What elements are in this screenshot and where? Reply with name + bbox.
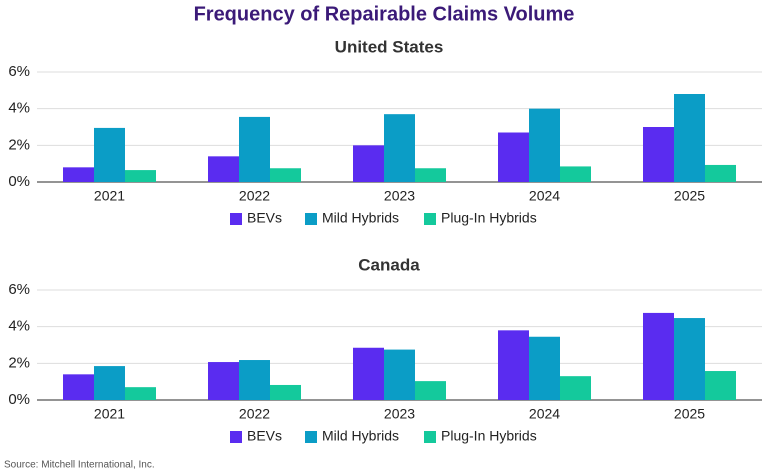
legend-swatch xyxy=(424,213,436,225)
legend-label: BEVs xyxy=(247,428,282,444)
bar xyxy=(415,168,446,182)
bar xyxy=(239,360,270,400)
legend-label: Plug-In Hybrids xyxy=(441,210,537,226)
legend-swatch xyxy=(305,213,317,225)
bar xyxy=(353,145,384,182)
x-tick-label: 2021 xyxy=(94,406,125,422)
bar xyxy=(529,108,560,182)
y-tick-label: 6% xyxy=(8,63,30,80)
legend-label: BEVs xyxy=(247,210,282,226)
x-tick-label: 2025 xyxy=(674,406,705,422)
bar xyxy=(384,349,415,400)
x-tick-label: 2025 xyxy=(674,188,705,204)
bar xyxy=(63,374,94,400)
bar xyxy=(63,167,94,182)
x-tick-label: 2024 xyxy=(529,188,560,204)
bar xyxy=(643,127,674,182)
bar xyxy=(498,330,529,400)
bar xyxy=(353,347,384,400)
legend-swatch xyxy=(424,431,436,443)
bar xyxy=(384,114,415,182)
bar xyxy=(125,387,156,400)
bar xyxy=(270,168,301,182)
y-tick-label: 2% xyxy=(8,136,30,153)
bar xyxy=(498,132,529,182)
x-tick-label: 2023 xyxy=(384,406,415,422)
chart-subtitle: United States xyxy=(335,37,444,56)
chart-title: Frequency of Repairable Claims Volume xyxy=(194,3,575,25)
bar xyxy=(125,170,156,182)
legend-label: Plug-In Hybrids xyxy=(441,428,537,444)
bar xyxy=(674,318,705,400)
y-tick-label: 2% xyxy=(8,354,30,371)
x-tick-label: 2022 xyxy=(239,406,270,422)
legend-swatch xyxy=(305,431,317,443)
bar xyxy=(643,312,674,400)
legend-swatch xyxy=(230,213,242,225)
bar xyxy=(94,127,125,182)
legend-swatch xyxy=(230,431,242,443)
x-tick-label: 2022 xyxy=(239,188,270,204)
source: Source: Mitchell International, Inc. xyxy=(4,460,155,471)
bar xyxy=(560,166,591,182)
bar xyxy=(270,384,301,400)
bar xyxy=(239,116,270,182)
bar xyxy=(415,381,446,400)
x-tick-label: 2023 xyxy=(384,188,415,204)
bar xyxy=(208,362,239,400)
y-tick-label: 4% xyxy=(8,100,30,117)
bar xyxy=(208,156,239,182)
bar xyxy=(705,164,736,182)
bar xyxy=(94,366,125,400)
y-tick-label: 0% xyxy=(8,173,30,190)
legend-label: Mild Hybrids xyxy=(322,210,399,226)
bar xyxy=(529,336,560,400)
y-tick-label: 4% xyxy=(8,318,30,335)
legend-label: Mild Hybrids xyxy=(322,428,399,444)
y-tick-label: 6% xyxy=(8,281,30,298)
x-tick-label: 2024 xyxy=(529,406,560,422)
bar xyxy=(560,376,591,400)
bar xyxy=(705,371,736,400)
chart-subtitle: Canada xyxy=(358,255,420,274)
bar xyxy=(674,94,705,182)
y-tick-label: 0% xyxy=(8,391,30,408)
x-tick-label: 2021 xyxy=(94,188,125,204)
